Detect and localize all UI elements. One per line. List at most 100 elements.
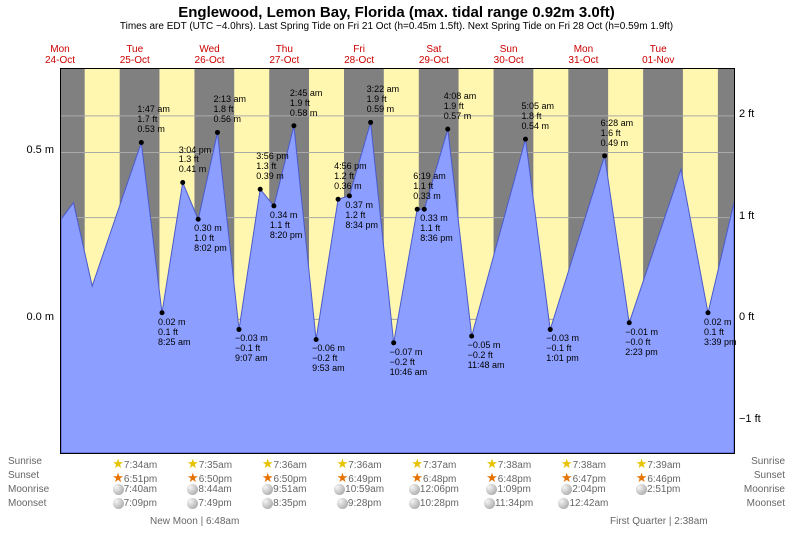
tide-label: 0.34 m1.1 ft8:20 pm [270,211,303,241]
dow: Tue [97,44,172,55]
ytick-right: 2 ft [739,108,754,120]
tide-point [627,320,632,325]
tide-point [215,130,220,135]
chart-title: Englewood, Lemon Bay, Florida (max. tida… [0,0,793,21]
moon-icon [113,498,124,509]
moonrise-value: 2:04pm [546,484,621,495]
star-icon: ★ [337,470,349,485]
date-label: Mon24-Oct [23,44,98,66]
moonrise-label-left: Moonrise [8,484,49,495]
star-icon: ★ [112,456,124,471]
tide-label: 2:13 am1.8 ft0.56 m [213,95,246,125]
date: 31-Oct [546,55,621,66]
tide-point [705,310,710,315]
tide-label: 3:56 pm1.3 ft0.39 m [256,152,289,182]
ytick-right: 1 ft [739,210,754,222]
tide-point [445,127,450,132]
moonset-value: 7:09pm [97,498,172,509]
ytick-left: 0.0 m [4,311,54,323]
tide-label: 5:05 am1.8 ft0.54 m [521,102,554,132]
tide-point [236,327,241,332]
moonset-label-right: Moonset [747,498,785,509]
tide-point [347,193,352,198]
moon-icon [337,498,348,509]
star-icon: ★ [337,456,349,471]
dow: Sun [471,44,546,55]
moonset-value: 7:49pm [172,498,247,509]
moon-phase-note: First Quarter | 2:38am [610,516,708,527]
sunset-label-right: Sunset [754,470,785,481]
date: 28-Oct [322,55,397,66]
ytick-right: −1 ft [739,413,761,425]
moonrise-value: 7:40am [97,484,172,495]
dow: Thu [247,44,322,55]
moon-icon [558,498,569,509]
moon-icon [334,484,345,495]
date-label: Thu27-Oct [247,44,322,66]
date: 30-Oct [471,55,546,66]
date: 25-Oct [97,55,172,66]
tide-label: 6:19 am1.1 ft0.33 m [413,172,446,202]
dow: Wed [172,44,247,55]
date-label: Tue25-Oct [97,44,172,66]
tide-point [258,187,263,192]
moonset-value: 12:42am [546,498,621,509]
tide-label: 3:04 pm1.3 ft0.41 m [179,146,212,176]
sunset-label-left: Sunset [8,470,39,481]
star-icon: ★ [561,470,573,485]
tide-point [160,310,165,315]
tide-chart: Englewood, Lemon Bay, Florida (max. tida… [0,0,793,539]
dow: Mon [546,44,621,55]
date: 24-Oct [23,55,98,66]
tide-label: −0.03 m−0.1 ft1:01 pm [546,334,579,364]
tide-label: 2:45 am1.9 ft0.58 m [290,89,323,119]
moonset-value: 9:28pm [322,498,397,509]
moon-icon [409,498,420,509]
tide-label: 0.30 m1.0 ft8:02 pm [194,224,227,254]
moon-icon [486,484,497,495]
tide-label: −0.06 m−0.2 ft9:53 am [312,344,345,374]
moonrise-value: 2:51pm [621,484,696,495]
moonset-value: 8:35pm [247,498,322,509]
moonrise-value: 8:44am [172,484,247,495]
star-icon: ★ [411,470,423,485]
dow: Tue [621,44,696,55]
tide-label: 3:22 am1.9 ft0.59 m [367,85,400,115]
tide-point [196,217,201,222]
date-label: Mon31-Oct [546,44,621,66]
moonset-label-left: Moonset [8,498,46,509]
date: 01-Nov [621,55,696,66]
ytick-left: 0.5 m [4,144,54,156]
tide-label: 6:28 am1.6 ft0.49 m [601,119,634,149]
tide-label: 4:08 am1.9 ft0.57 m [444,92,477,122]
date-label: Tue01-Nov [621,44,696,66]
star-icon: ★ [187,470,199,485]
star-icon: ★ [262,470,274,485]
tide-label: 4:56 pm1.2 ft0.36 m [334,162,367,192]
dow: Mon [23,44,98,55]
tide-point [422,207,427,212]
moon-icon [113,484,124,495]
tide-point [523,137,528,142]
star-icon: ★ [486,456,498,471]
moon-icon [262,498,273,509]
moonrise-value: 9:51am [247,484,322,495]
moonset-value: 11:34pm [471,498,546,509]
tide-point [469,334,474,339]
moon-icon [636,484,647,495]
star-icon: ★ [636,456,648,471]
moon-icon [561,484,572,495]
moonrise-label-right: Moonrise [744,484,785,495]
moonrise-value: 10:59am [322,484,397,495]
date-label: Wed26-Oct [172,44,247,66]
tide-point [602,153,607,158]
date-label: Sat29-Oct [397,44,472,66]
tide-point [271,203,276,208]
star-icon: ★ [187,456,199,471]
date-label: Fri28-Oct [322,44,397,66]
star-icon: ★ [411,456,423,471]
date: 27-Oct [247,55,322,66]
moonrise-value: 12:06pm [397,484,472,495]
moonrise-value: 1:09pm [471,484,546,495]
star-icon: ★ [486,470,498,485]
